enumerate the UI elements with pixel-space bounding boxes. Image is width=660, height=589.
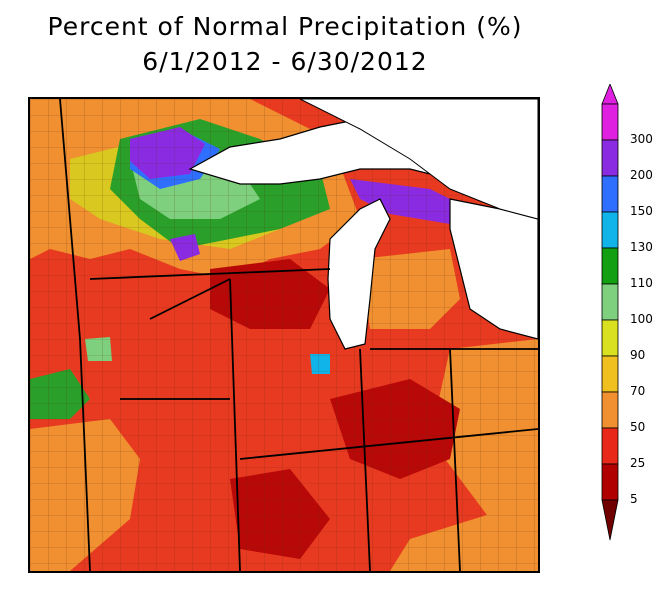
legend-swatch — [601, 283, 619, 321]
legend-top-arrow — [601, 82, 619, 105]
legend-swatch — [601, 463, 619, 501]
legend-swatch — [601, 247, 619, 285]
legend-swatch — [601, 175, 619, 213]
legend-label: 200 — [630, 168, 653, 182]
legend-swatch — [601, 139, 619, 177]
legend-label: 5 — [630, 492, 638, 506]
legend-label: 70 — [630, 384, 646, 398]
legend-label: 100 — [630, 312, 653, 326]
legend-label: 110 — [630, 276, 653, 290]
map-date-range: 6/1/2012 - 6/30/2012 — [142, 47, 428, 76]
map-title: Percent of Normal Precipitation (%) — [47, 12, 523, 41]
state-borders — [59, 99, 538, 571]
legend-swatch — [601, 319, 619, 357]
legend-label: 90 — [630, 348, 646, 362]
legend-swatch — [601, 427, 619, 465]
precipitation-map — [28, 97, 540, 573]
legend-label: 300 — [630, 132, 653, 146]
lake-michigan — [327, 198, 391, 350]
color-legend: 300 200 150 130 110 100 90 70 50 25 5 — [596, 82, 660, 544]
legend-bottom-arrow — [601, 499, 619, 541]
legend-swatch — [601, 391, 619, 429]
legend-swatch — [601, 103, 619, 141]
legend-color-bar — [601, 82, 619, 541]
canada-region — [299, 99, 538, 220]
legend-swatch — [601, 211, 619, 249]
legend-label: 150 — [630, 204, 653, 218]
legend-swatch — [601, 355, 619, 393]
legend-label: 25 — [630, 456, 646, 470]
legend-label: 50 — [630, 420, 646, 434]
legend-label: 130 — [630, 240, 653, 254]
